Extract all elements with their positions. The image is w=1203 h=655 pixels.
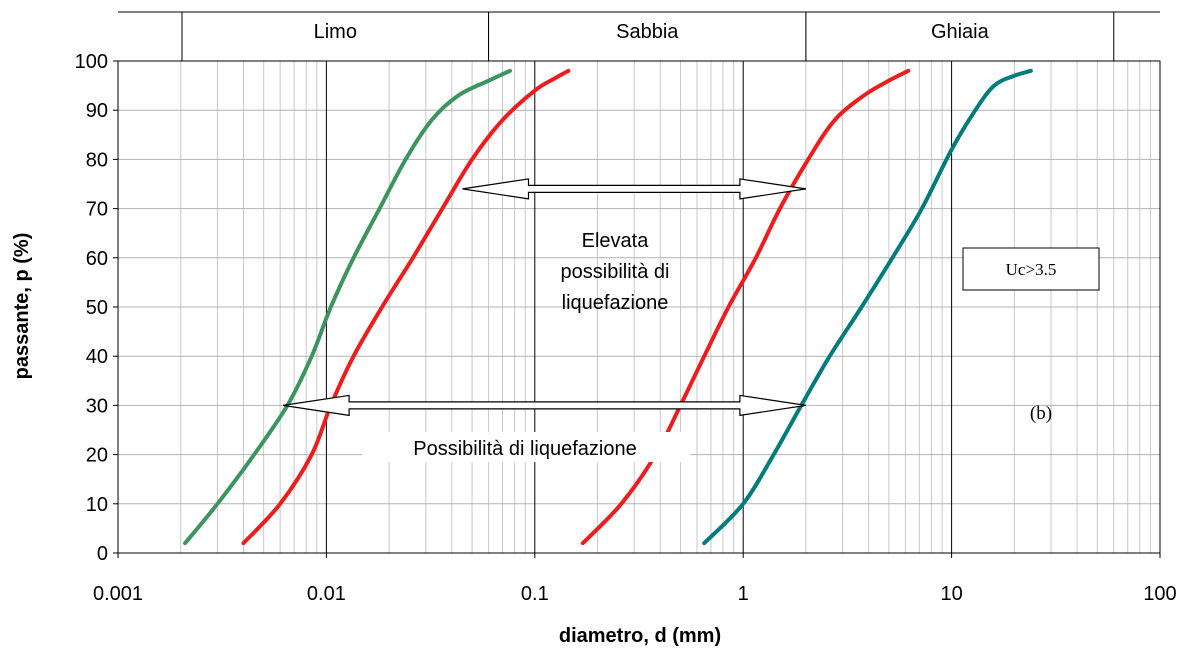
series-group xyxy=(183,68,1033,546)
y-tick-label: 40 xyxy=(86,346,108,368)
y-tick-label: 60 xyxy=(86,248,108,270)
series-curve-2 xyxy=(241,68,571,546)
y-tick-label: 20 xyxy=(86,445,108,467)
label-panel-b: (b) xyxy=(1030,403,1052,424)
y-tick-label: 0 xyxy=(97,543,108,565)
arrow-group xyxy=(283,178,806,417)
y-tick-label: 70 xyxy=(86,199,108,221)
major-gridlines xyxy=(325,61,953,553)
possibilita-bg xyxy=(362,432,690,462)
series-curve-4 xyxy=(702,68,1033,546)
annotation-group: Elevata possibilità di liquefazione Poss… xyxy=(362,230,1100,462)
uc-box xyxy=(962,247,1100,291)
y-tick-label: 30 xyxy=(86,395,108,417)
class-cell-sabbia xyxy=(488,11,807,62)
soil-class-band: Limo Sabbia Ghiaia xyxy=(118,11,1160,62)
class-label-limo: Limo xyxy=(314,21,357,43)
x-tick-label: 0.001 xyxy=(93,583,143,605)
label-elevata-line3: liquefazione xyxy=(562,292,669,314)
label-uc: Uc>3.5 xyxy=(1006,260,1057,279)
y-tick-label: 10 xyxy=(86,494,108,516)
x-tick-label: 100 xyxy=(1143,583,1176,605)
axes-text: 0 10 20 30 40 50 60 70 80 90 100 0.001 0.01 0.1 1 10 100 xyxy=(75,51,1177,605)
class-label-ghiaia: Ghiaia xyxy=(931,21,990,43)
label-possibilita: Possibilità di liquefazione xyxy=(413,438,636,460)
y-tick-label: 80 xyxy=(86,149,108,171)
x-axis-label: diametro, d (mm) xyxy=(559,625,721,647)
label-elevata-line2: possibilità di xyxy=(561,261,670,283)
x-tick-label: 0.01 xyxy=(307,583,346,605)
double-arrow-1 xyxy=(462,178,806,200)
x-tick-label: 0.1 xyxy=(521,583,549,605)
y-tick-label: 100 xyxy=(75,51,108,73)
x-tick-label: 1 xyxy=(738,583,749,605)
label-elevata-line1: Elevata xyxy=(582,230,650,252)
class-label-sabbia: Sabbia xyxy=(616,21,679,43)
series-curve-1 xyxy=(183,68,512,546)
y-tick-label: 90 xyxy=(86,100,108,122)
y-axis-label: passante, p (%) xyxy=(11,233,33,380)
double-arrow-2 xyxy=(283,394,806,417)
x-tick-label: 10 xyxy=(940,583,962,605)
minor-gridlines xyxy=(118,61,1160,553)
y-tick-label: 50 xyxy=(86,297,108,319)
